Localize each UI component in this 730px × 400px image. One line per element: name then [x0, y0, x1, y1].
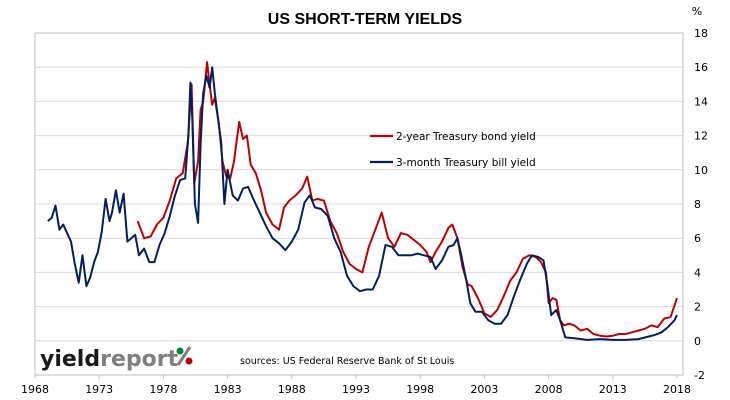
series-lines	[47, 61, 678, 341]
source-note: sources: US Federal Reserve Bank of St L…	[240, 356, 454, 367]
logo-text-yield: yield	[40, 347, 100, 372]
x-tick-label: 2003	[470, 383, 498, 396]
y-tick-label: 10	[694, 164, 708, 177]
y-tick-label: 14	[694, 95, 708, 108]
legend-label-2-year: 2-year Treasury bond yield	[396, 131, 536, 143]
y-tick-label: 2	[694, 301, 701, 314]
plot-area-frame	[34, 32, 684, 376]
x-tick-label: 1998	[406, 383, 434, 396]
chart-title: US SHORT-TERM YIELDS	[268, 11, 463, 28]
y-tick-label: 12	[694, 130, 708, 143]
y-tick-label: 18	[694, 27, 708, 40]
yieldreport-logo: yieldreport	[40, 346, 193, 372]
x-tick-label: 1988	[278, 383, 306, 396]
legend: 2-year Treasury bond yield 3-month Treas…	[370, 131, 536, 169]
svg-text:yieldreport: yieldreport	[40, 347, 179, 372]
y-tick-label: 8	[694, 198, 701, 211]
series-line-2-year	[136, 61, 678, 338]
series-line-3-month	[47, 66, 678, 341]
x-tick-label: 1978	[149, 383, 177, 396]
y-tick-label: 4	[694, 266, 701, 279]
y-tick-label: 0	[694, 335, 701, 348]
y-tick-label: -2	[694, 369, 705, 382]
x-tick-label: 1968	[21, 383, 49, 396]
x-tick-label: 2013	[599, 383, 627, 396]
percent-logo-icon	[176, 346, 193, 366]
x-tick-label: 2018	[663, 383, 691, 396]
x-axis-ticks: 1968 1973 1978 1983 1988 1993 1998 2003 2008 2013…	[21, 375, 691, 396]
gridlines	[35, 32, 683, 376]
y-tick-label: 16	[694, 61, 708, 74]
y-axis-ticks: -2 0 2 4 6 8 10 12 14 16 18	[694, 27, 708, 382]
legend-label-3-month: 3-month Treasury bill yield	[396, 157, 536, 169]
x-tick-label: 2008	[535, 383, 563, 396]
y-axis-unit-label: %	[692, 5, 702, 18]
x-tick-label: 1993	[342, 383, 370, 396]
x-tick-label: 1973	[85, 383, 113, 396]
logo-text-report: report	[100, 347, 178, 372]
x-tick-label: 1983	[214, 383, 242, 396]
y-tick-label: 6	[694, 232, 701, 245]
